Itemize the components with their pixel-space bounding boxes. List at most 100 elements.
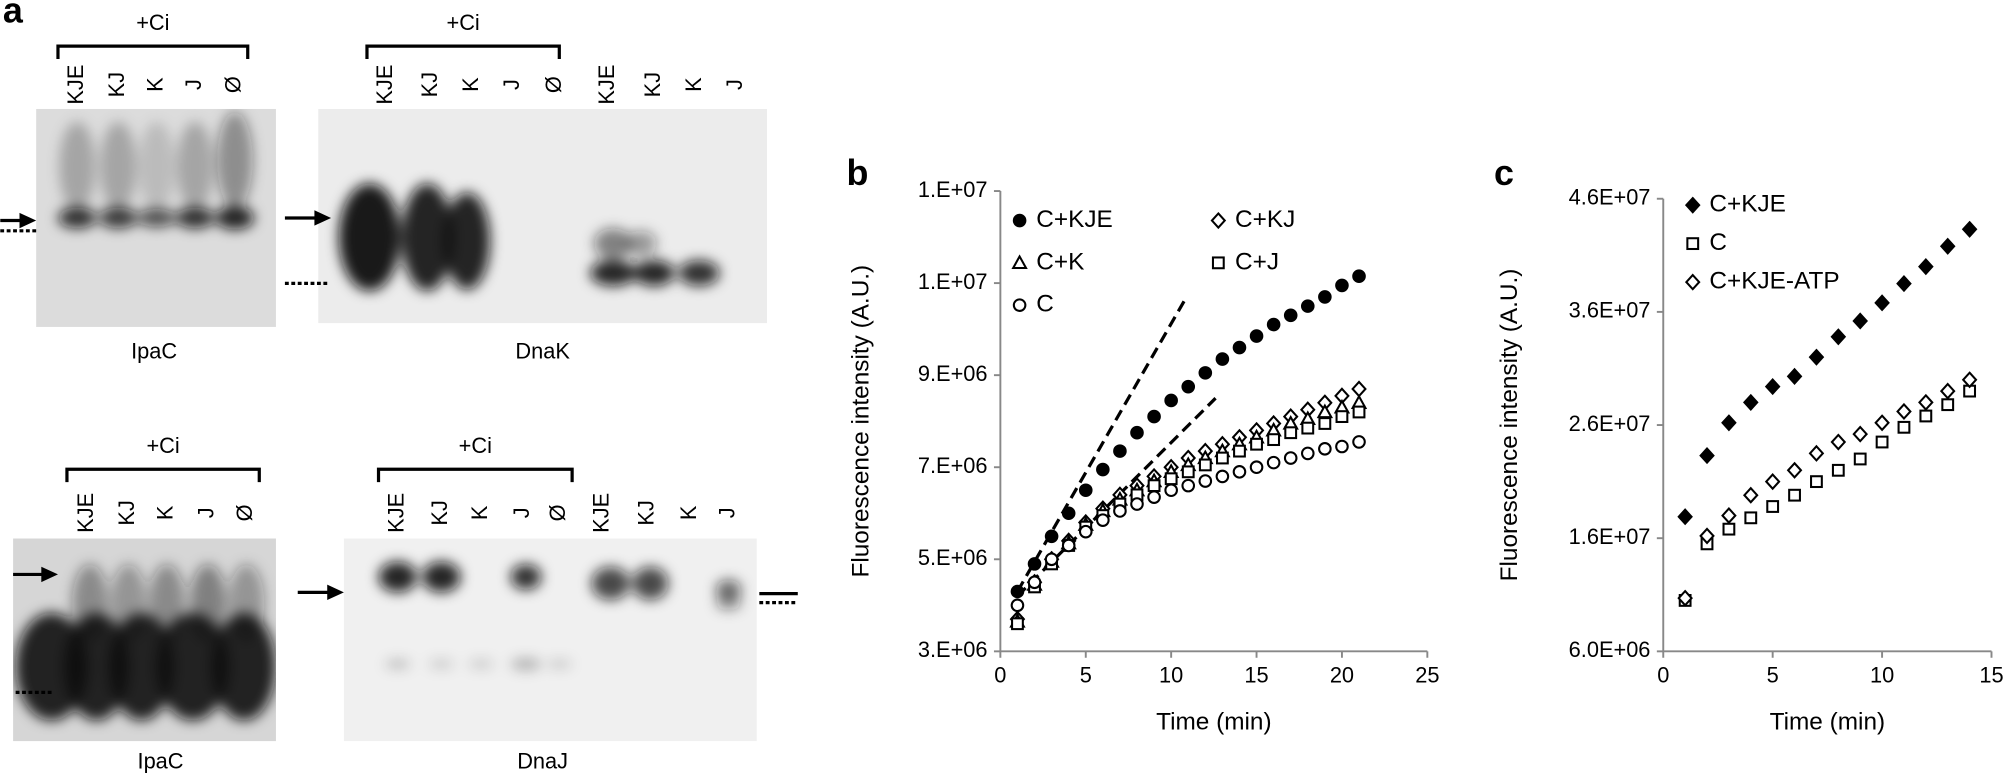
- gel-band: [443, 192, 491, 290]
- gel-band: [57, 207, 97, 229]
- gel-band: [59, 121, 96, 212]
- marker: [1852, 425, 1868, 443]
- gel-bands: [15, 564, 276, 721]
- legend-label: C: [1709, 229, 1727, 256]
- marker: [1266, 455, 1281, 470]
- marker: [1721, 414, 1737, 432]
- marker: [1113, 444, 1127, 458]
- lane-label: J: [194, 507, 219, 518]
- marker: [1181, 379, 1196, 394]
- panel-label: b: [847, 153, 869, 193]
- marker: [1147, 409, 1161, 424]
- gel-band: [149, 564, 185, 642]
- legend-label: C+KJE: [1709, 191, 1786, 218]
- lane-label: KJE: [594, 65, 619, 105]
- gel-band: [678, 260, 720, 286]
- marker: [1852, 312, 1868, 330]
- gel-band: [72, 564, 108, 642]
- x-tick-label: 25: [1415, 663, 1439, 688]
- marker: [1939, 382, 1956, 400]
- x-tick-label: 15: [1244, 663, 1268, 688]
- marker: [1352, 435, 1366, 449]
- gel-caption: DnaK: [515, 338, 570, 363]
- marker: [1096, 513, 1110, 527]
- marker: [1130, 425, 1144, 440]
- marker: [1232, 465, 1247, 479]
- marker: [1744, 511, 1758, 525]
- marker: [1335, 439, 1349, 454]
- y-tick-label: 5.E+06: [918, 545, 988, 570]
- series: [1010, 269, 1366, 599]
- gel-band: [338, 183, 401, 292]
- legend-marker: [1686, 237, 1700, 251]
- marker: [1788, 488, 1801, 502]
- y-tick-label: 6.0E+06: [1569, 637, 1651, 662]
- legend-label: C+KJE: [1036, 206, 1113, 233]
- gel-band: [591, 566, 630, 601]
- y-tick-label: 1.E+07: [918, 269, 988, 294]
- x-axis-title: Time (min): [1156, 709, 1271, 736]
- y-tick-label: 1.E+07: [918, 177, 988, 202]
- marker: [1961, 371, 1978, 389]
- lane-label: K: [142, 77, 167, 92]
- bracket-label: +Ci: [146, 433, 179, 458]
- bracket: [365, 44, 561, 59]
- gel-band: [100, 121, 137, 212]
- marker: [1830, 433, 1847, 451]
- gel-band: [715, 594, 742, 611]
- marker: [1766, 500, 1780, 513]
- lane-label: Ø: [541, 76, 566, 93]
- arrow-head: [19, 212, 37, 229]
- marker: [1677, 508, 1693, 526]
- gel-band: [216, 111, 253, 209]
- marker: [1300, 299, 1315, 313]
- marker: [1301, 421, 1315, 435]
- marker: [1010, 584, 1025, 599]
- marker: [1699, 527, 1715, 545]
- gel-band: [632, 566, 669, 601]
- marker: [1318, 442, 1332, 456]
- lane-label: KJ: [417, 72, 442, 97]
- gel-band: [228, 564, 265, 642]
- marker: [1232, 340, 1247, 355]
- marker: [1283, 308, 1298, 323]
- marker: [1044, 529, 1059, 544]
- y-tick-label: 2.6E+07: [1569, 411, 1651, 436]
- gel-band: [190, 564, 226, 642]
- marker: [1351, 380, 1367, 398]
- marker: [1875, 435, 1889, 449]
- marker: [1300, 446, 1315, 461]
- series: [1677, 371, 1978, 607]
- marker: [1027, 575, 1042, 590]
- y-axis-title: Fluorescence intensity (A.U.): [847, 265, 874, 578]
- marker: [1198, 366, 1213, 380]
- trend-line: [1016, 296, 1188, 593]
- marker: [1096, 462, 1110, 477]
- marker: [1874, 294, 1890, 312]
- marker: [1810, 475, 1823, 489]
- marker: [1011, 617, 1024, 631]
- arrow-head: [327, 584, 344, 601]
- legend-label: C+J: [1235, 248, 1279, 275]
- marker: [1078, 524, 1093, 539]
- marker: [1742, 393, 1759, 411]
- marker: [1284, 426, 1298, 440]
- marker: [1786, 367, 1803, 385]
- marker: [1352, 269, 1366, 283]
- panel-label: a: [3, 0, 24, 30]
- marker: [1897, 420, 1911, 434]
- marker: [1249, 460, 1264, 475]
- marker: [1147, 479, 1161, 493]
- lane-label: KJE: [589, 493, 614, 533]
- legend-marker: [1211, 256, 1225, 270]
- gel-band: [384, 659, 411, 670]
- gel-caption: DnaJ: [517, 749, 568, 774]
- gel-band: [715, 579, 742, 601]
- marker: [1250, 437, 1263, 451]
- gel-bands: [378, 561, 742, 671]
- bracket: [376, 467, 574, 483]
- lane-label: KJ: [427, 500, 452, 525]
- legend-label: C: [1036, 291, 1054, 318]
